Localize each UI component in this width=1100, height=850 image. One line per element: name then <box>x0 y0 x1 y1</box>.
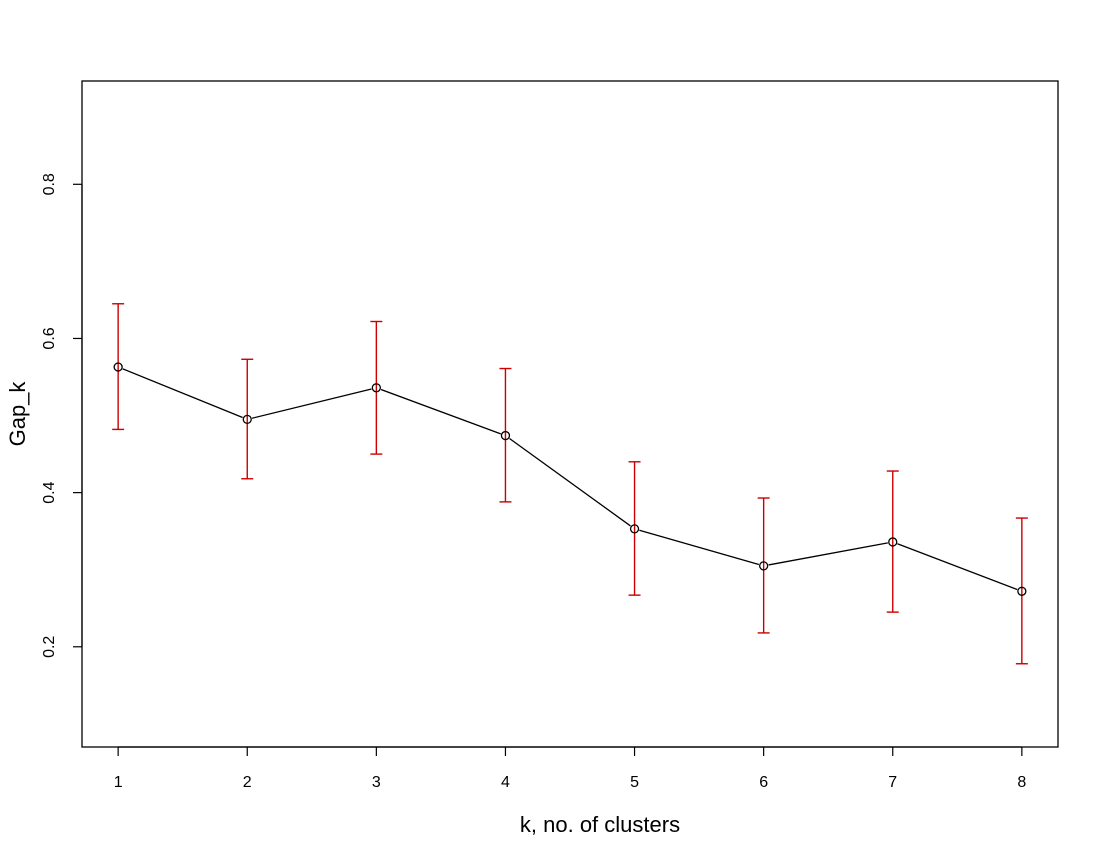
plot-frame <box>81 80 1059 748</box>
data-point <box>629 524 640 534</box>
line-segment <box>897 543 1018 591</box>
data-point <box>1017 586 1027 596</box>
x-tick-label: 7 <box>888 774 897 791</box>
y-axis: 0.2 0.4 0.6 0.8 <box>41 173 83 658</box>
y-axis-title: Gap_k <box>5 381 30 447</box>
x-tick-label: 1 <box>114 774 123 791</box>
x-tick-label: 4 <box>501 774 510 791</box>
line-segment <box>251 388 372 419</box>
x-tick-label: 8 <box>1017 774 1026 791</box>
data-point <box>242 414 252 425</box>
data-point <box>500 430 511 441</box>
data-points <box>113 362 1027 596</box>
x-tick-label: 5 <box>630 774 639 791</box>
y-tick-label: 0.8 <box>41 173 58 195</box>
x-tick-label: 6 <box>759 774 768 791</box>
line-segment <box>509 437 631 527</box>
data-point <box>759 561 769 571</box>
series-line <box>122 368 1018 591</box>
data-point <box>888 537 898 547</box>
x-tick-label: 3 <box>372 774 381 791</box>
x-axis-title: k, no. of clusters <box>520 812 680 837</box>
data-point <box>113 362 123 372</box>
x-tick-label: 2 <box>243 774 252 791</box>
y-tick-label: 0.2 <box>41 636 58 658</box>
y-tick-label: 0.6 <box>41 327 58 349</box>
error-bars <box>112 303 1028 665</box>
line-segment <box>768 542 888 566</box>
line-segment <box>122 368 243 419</box>
line-segment <box>380 388 501 435</box>
x-axis: 1 2 3 4 5 6 7 8 <box>114 746 1026 791</box>
data-point <box>371 383 381 393</box>
line-segment <box>639 529 760 566</box>
y-tick-label: 0.4 <box>41 481 58 503</box>
